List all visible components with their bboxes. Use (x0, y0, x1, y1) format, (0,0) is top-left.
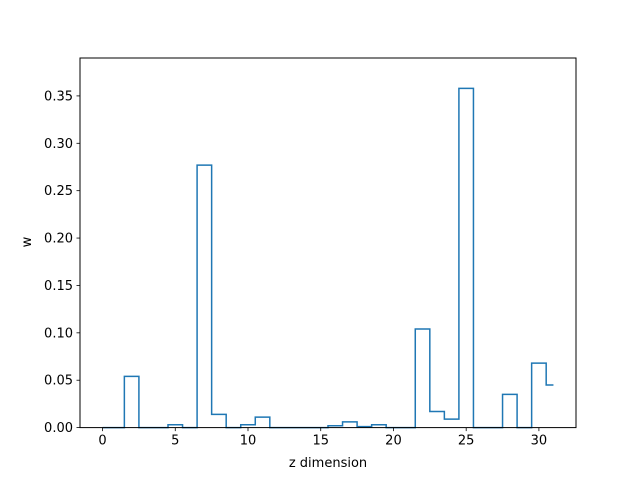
y-tick-label: 0.10 (44, 326, 73, 341)
x-tick-label: 15 (312, 434, 329, 449)
plot-layer (102, 87, 554, 429)
x-tick-label: 5 (171, 434, 179, 449)
y-tick-label: 0.25 (44, 184, 73, 199)
series-line-0 (102, 87, 554, 429)
y-tick-label: 0.20 (44, 232, 73, 247)
y-tick-label: 0.15 (44, 279, 73, 294)
y-tick-label: 0.35 (44, 89, 73, 104)
x-tick-label: 10 (240, 434, 257, 449)
x-tick-label: 20 (385, 434, 402, 449)
plot-frame (79, 57, 577, 429)
x-tick-label: 0 (98, 434, 106, 449)
y-tick-label: 0.00 (44, 421, 73, 436)
x-axis: 0 5 10 15 20 25 30 (98, 427, 548, 449)
y-axis-label: w (20, 236, 35, 247)
y-axis: 0.00 0.05 0.10 0.15 0.20 0.25 0.30 0.35 (44, 89, 80, 436)
x-tick-label: 25 (458, 434, 475, 449)
y-tick-label: 0.05 (44, 374, 73, 389)
y-tick-label: 0.30 (44, 137, 73, 152)
x-axis-label: z dimension (289, 456, 367, 471)
x-tick-label: 30 (531, 434, 548, 449)
